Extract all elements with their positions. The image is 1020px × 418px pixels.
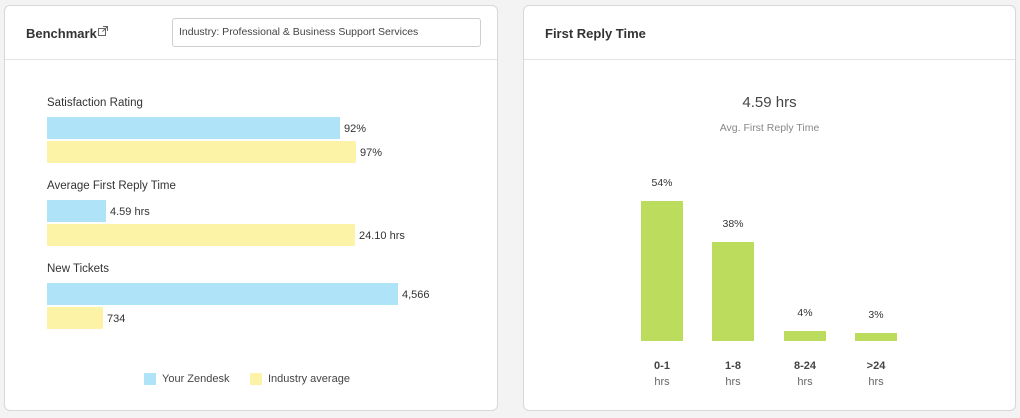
first-reply-time-title: First Reply Time <box>545 26 646 41</box>
distribution-bar-label: 38% <box>722 218 744 230</box>
legend-label: Industry average <box>268 373 350 385</box>
zendesk-value: 4.59 hrs <box>110 206 150 218</box>
distribution-category-unit: hrs <box>654 376 670 388</box>
distribution-category-unit: hrs <box>725 376 741 388</box>
first-reply-time-header: First Reply Time <box>524 6 1015 60</box>
industry-select[interactable]: Industry: Professional & Business Suppor… <box>172 18 481 47</box>
distribution-bar-label: 4% <box>797 307 813 319</box>
external-link-icon[interactable] <box>98 26 108 36</box>
distribution-bar <box>784 331 826 341</box>
avg-first-reply-label: Avg. First Reply Time <box>719 122 820 134</box>
zendesk-bar <box>47 117 340 139</box>
avg-first-reply-value: 4.59 hrs <box>742 94 797 111</box>
distribution-category-unit: hrs <box>868 376 884 388</box>
zendesk-bar <box>47 200 106 222</box>
industry-value: 24.10 hrs <box>359 230 405 242</box>
metric-label: Satisfaction Rating <box>47 97 143 109</box>
zendesk-bar <box>47 283 398 305</box>
industry-value: 734 <box>107 313 126 325</box>
first-reply-time-panel: First Reply Time 4.59 hrs Avg. First Rep… <box>523 5 1016 411</box>
distribution-bar <box>641 201 683 341</box>
zendesk-value: 92% <box>344 123 367 135</box>
distribution-bar-label: 3% <box>868 309 884 321</box>
metric-label: Average First Reply Time <box>47 180 176 192</box>
distribution-bar <box>855 333 897 341</box>
industry-bar <box>47 141 356 163</box>
legend-swatch <box>250 373 262 385</box>
legend-swatch <box>144 373 156 385</box>
benchmark-panel: Benchmark Industry: Professional & Busin… <box>4 5 498 411</box>
benchmark-title: Benchmark <box>26 26 97 41</box>
industry-bar <box>47 307 103 329</box>
industry-bar <box>47 224 355 246</box>
legend-label: Your Zendesk <box>162 373 230 385</box>
distribution-category: 8-24 <box>793 360 817 372</box>
metric-label: New Tickets <box>47 263 109 275</box>
benchmark-header: Benchmark Industry: Professional & Busin… <box>5 6 497 60</box>
distribution-category: >24 <box>866 360 886 372</box>
distribution-category: 0-1 <box>654 360 670 372</box>
distribution-bar-label: 54% <box>651 177 673 189</box>
zendesk-value: 4,566 <box>402 289 430 301</box>
distribution-category-unit: hrs <box>797 376 813 388</box>
distribution-category: 1-8 <box>725 360 741 372</box>
industry-value: 97% <box>360 147 383 159</box>
distribution-bar <box>712 242 754 341</box>
